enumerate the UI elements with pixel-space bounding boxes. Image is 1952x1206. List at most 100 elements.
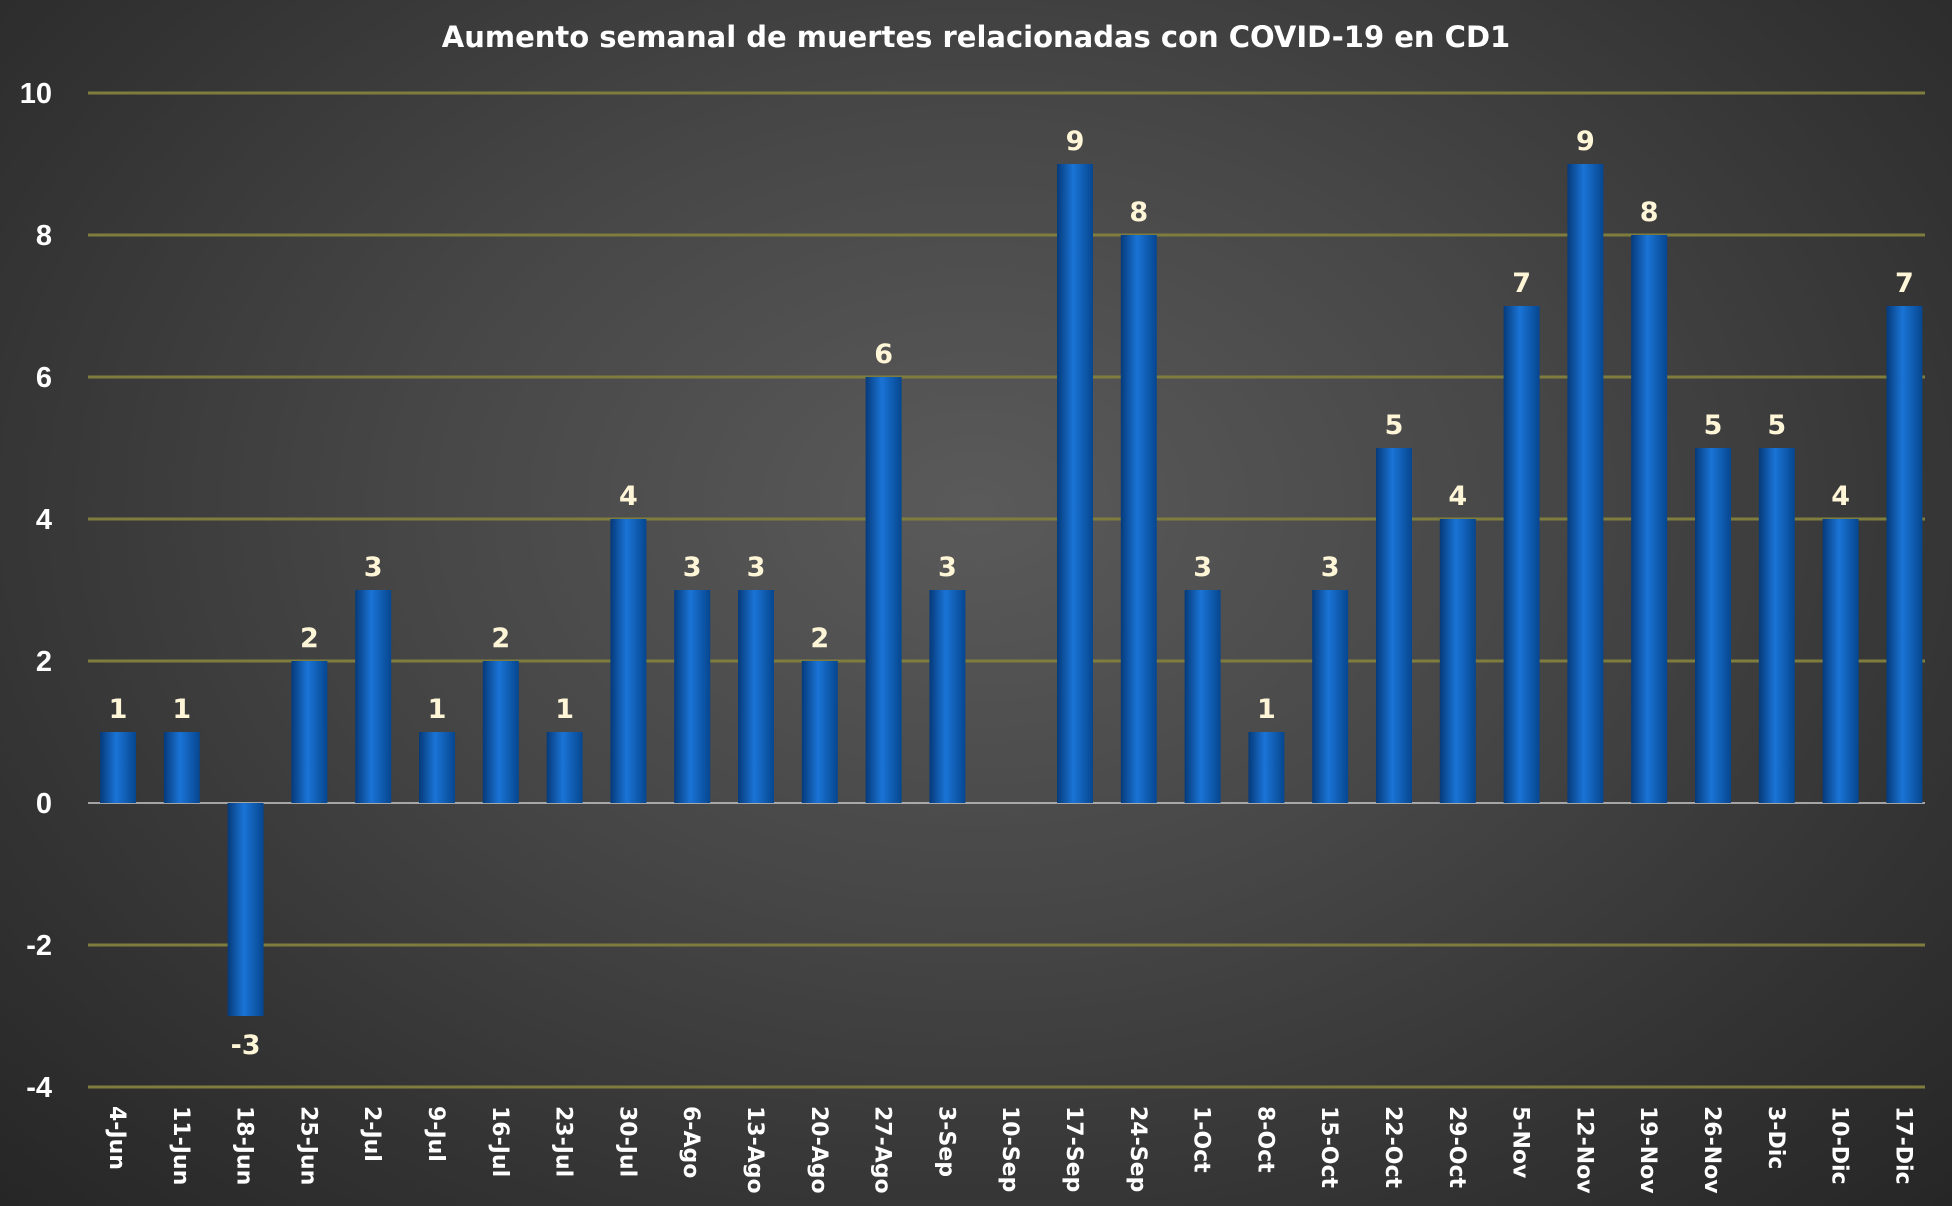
gridlines	[88, 91, 1925, 1089]
y-tick-label: -2	[26, 930, 52, 962]
bar	[1057, 164, 1093, 803]
data-label: 1	[109, 694, 128, 725]
y-tick-label: -4	[26, 1072, 52, 1104]
x-tick-label: 29-Oct	[1444, 1106, 1469, 1188]
y-tick-label: 4	[36, 504, 52, 536]
y-tick-label: 2	[36, 646, 52, 678]
data-label: 2	[300, 623, 319, 654]
bar	[1567, 164, 1604, 803]
x-tick-label: 4-Jun	[104, 1106, 129, 1170]
data-label: 5	[1767, 410, 1786, 441]
bar	[482, 661, 519, 803]
data-label: 3	[938, 552, 957, 583]
bar	[546, 732, 583, 803]
data-label: 3	[747, 552, 766, 583]
x-tick-label: 16-Jul	[487, 1106, 512, 1177]
bar	[1631, 235, 1668, 803]
bar	[227, 803, 264, 1016]
x-tick-label: 3-Sep	[933, 1106, 958, 1177]
bar	[1439, 519, 1476, 803]
x-tick-label: 8-Oct	[1252, 1106, 1277, 1173]
data-label: 7	[1895, 268, 1914, 299]
x-tick-label: 6-Ago	[678, 1106, 703, 1178]
bar	[355, 590, 392, 803]
data-label: 2	[491, 623, 510, 654]
bar	[929, 590, 966, 803]
data-label: 7	[1512, 268, 1531, 299]
bar	[1822, 519, 1859, 803]
data-label: 4	[1448, 481, 1467, 512]
data-label: 8	[1129, 197, 1148, 228]
x-tick-label: 1-Oct	[1189, 1106, 1214, 1173]
data-label: 8	[1640, 197, 1659, 228]
x-tick-label: 19-Nov	[1635, 1106, 1660, 1194]
x-tick-label: 13-Ago	[742, 1106, 767, 1194]
bar	[1503, 306, 1540, 803]
bar	[865, 377, 902, 803]
x-tick-label: 10-Sep	[997, 1106, 1022, 1192]
bar	[100, 732, 136, 803]
x-tick-label: 17-Dic	[1890, 1106, 1915, 1185]
x-tick-label: 23-Jul	[551, 1106, 576, 1177]
bar	[1184, 590, 1221, 803]
data-label: 1	[1257, 694, 1276, 725]
bar	[1376, 448, 1412, 803]
bar	[1886, 306, 1923, 803]
x-tick-label: 5-Nov	[1508, 1106, 1533, 1179]
bar	[1248, 732, 1285, 803]
x-tick-label: 11-Jun	[168, 1106, 193, 1185]
x-tick-label: 30-Jul	[614, 1106, 639, 1177]
x-tick-label: 15-Oct	[1316, 1106, 1341, 1188]
data-label: 4	[619, 481, 638, 512]
y-tick-label: 10	[20, 78, 52, 110]
x-tick-label: 10-Dic	[1827, 1106, 1852, 1185]
bar	[1120, 235, 1157, 803]
chart-title: Aumento semanal de muertes relacionadas …	[442, 20, 1510, 54]
x-tick-label: 9-Jul	[423, 1106, 448, 1162]
data-label: 1	[428, 694, 447, 725]
x-tick-label: 12-Nov	[1571, 1106, 1596, 1194]
x-tick-label: 18-Jun	[232, 1106, 257, 1185]
bar	[1758, 448, 1795, 803]
data-label: 5	[1385, 410, 1404, 441]
x-tick-label: 17-Sep	[1061, 1106, 1086, 1192]
data-label: 2	[810, 623, 829, 654]
x-tick-label: 20-Ago	[806, 1106, 831, 1194]
bar	[163, 732, 200, 803]
bar	[610, 519, 647, 803]
x-tick-label: 25-Jun	[295, 1106, 320, 1185]
bars	[100, 164, 1923, 1016]
data-label: 5	[1704, 410, 1723, 441]
x-axis-ticks: 4-Jun 11-Jun 18-Jun 25-Jun 2-Jul 9-Jul 16-Jul 2…	[104, 1106, 1915, 1194]
y-axis-ticks: -4 -2 0 2 4 6 8 10	[20, 78, 52, 1104]
bar	[738, 590, 774, 803]
data-label: 3	[683, 552, 702, 583]
data-label: 3	[1321, 552, 1340, 583]
x-tick-label: 2-Jul	[359, 1106, 384, 1162]
data-label: -3	[231, 1030, 261, 1061]
bar	[1312, 590, 1349, 803]
x-tick-label: 22-Oct	[1380, 1106, 1405, 1188]
x-tick-label: 3-Dic	[1763, 1106, 1788, 1169]
data-label: 3	[1193, 552, 1212, 583]
x-tick-label: 24-Sep	[1125, 1106, 1150, 1192]
data-labels: 1 1 -3 2 3 1 2 1 4 3 3 2 6 3 9 8 3 1 3 5 4 7 9 8 5 5 4 7	[109, 126, 1914, 1061]
x-tick-label: 26-Nov	[1699, 1106, 1724, 1194]
bar	[419, 732, 455, 803]
data-label: 3	[364, 552, 383, 583]
y-tick-label: 8	[36, 220, 52, 252]
y-tick-label: 0	[36, 788, 52, 820]
data-label: 9	[1066, 126, 1085, 157]
data-label: 1	[555, 694, 574, 725]
y-tick-label: 6	[36, 362, 52, 394]
data-label: 6	[874, 339, 893, 370]
bar	[674, 590, 711, 803]
data-label: 9	[1576, 126, 1595, 157]
bar	[1695, 448, 1731, 803]
bar	[801, 661, 838, 803]
data-label: 4	[1831, 481, 1850, 512]
x-tick-label: 27-Ago	[870, 1106, 895, 1194]
data-label: 1	[172, 694, 191, 725]
